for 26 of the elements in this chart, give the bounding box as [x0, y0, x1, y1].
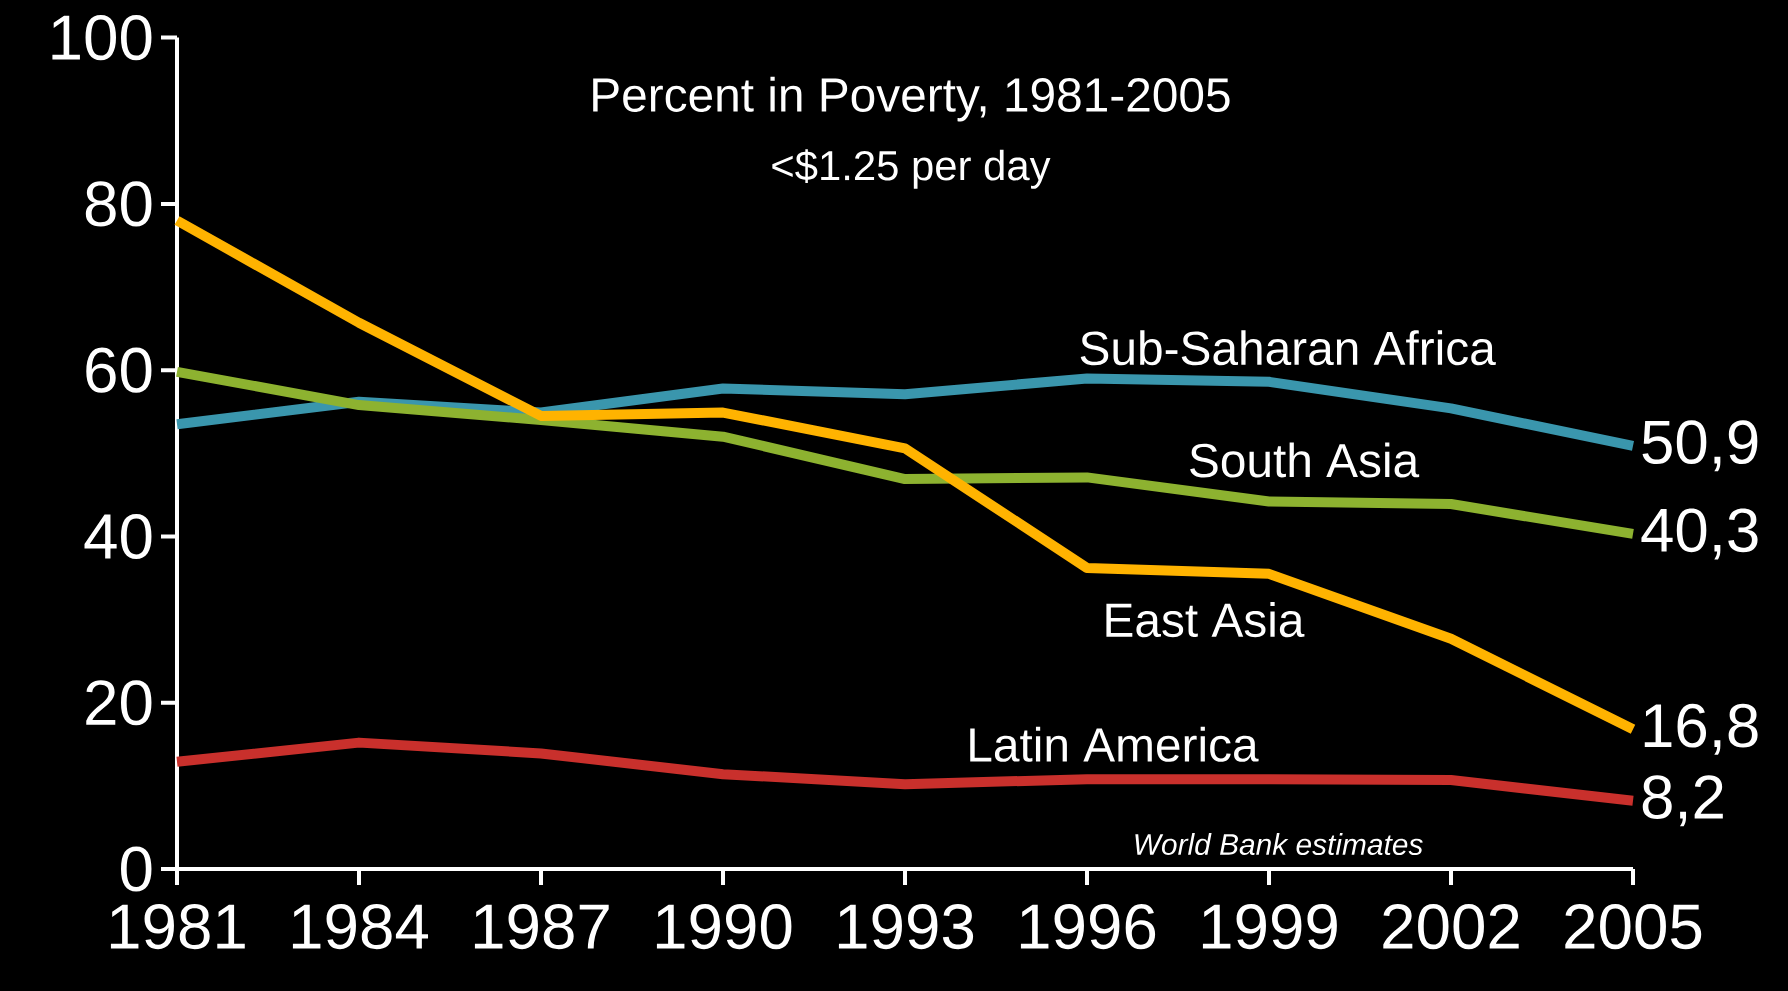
x-tick-label: 1981 [110, 904, 245, 950]
y-tick-label: 100 [52, 15, 152, 61]
series-label: Sub-Saharan Africa [1080, 330, 1496, 366]
series-label: East Asia [1106, 602, 1305, 638]
y-tick-label: 80 [85, 181, 152, 227]
annotation: World Bank estimates [1135, 833, 1423, 856]
y-tick-label: 0 [121, 846, 152, 892]
y-tick-label: 60 [86, 347, 152, 393]
series-label: South Asia [1190, 442, 1420, 478]
data-label: 50,9 [1642, 420, 1758, 472]
data-label: 16,8 [1644, 703, 1758, 755]
x-tick-label: 1999 [1202, 904, 1337, 950]
y-tick-label: 20 [86, 680, 152, 726]
series-label: Latin America [970, 726, 1259, 762]
data-label: 8,2 [1642, 775, 1723, 827]
x-tick-label: 1990 [656, 904, 792, 950]
x-tick-label: 1993 [838, 904, 974, 950]
x-tick-label: 2002 [1383, 904, 1519, 950]
x-tick-label: 2005 [1565, 904, 1702, 950]
data-label: 40,3 [1641, 508, 1758, 560]
x-tick-label: 1984 [292, 904, 429, 950]
y-tick-label: 40 [84, 513, 152, 560]
x-tick-label: 1987 [474, 904, 609, 950]
x-tick-label: 1996 [1020, 904, 1156, 950]
text: <$1.25 per day [772, 149, 1051, 189]
text: Percent in Poverty, 1981-2005 [593, 76, 1230, 122]
